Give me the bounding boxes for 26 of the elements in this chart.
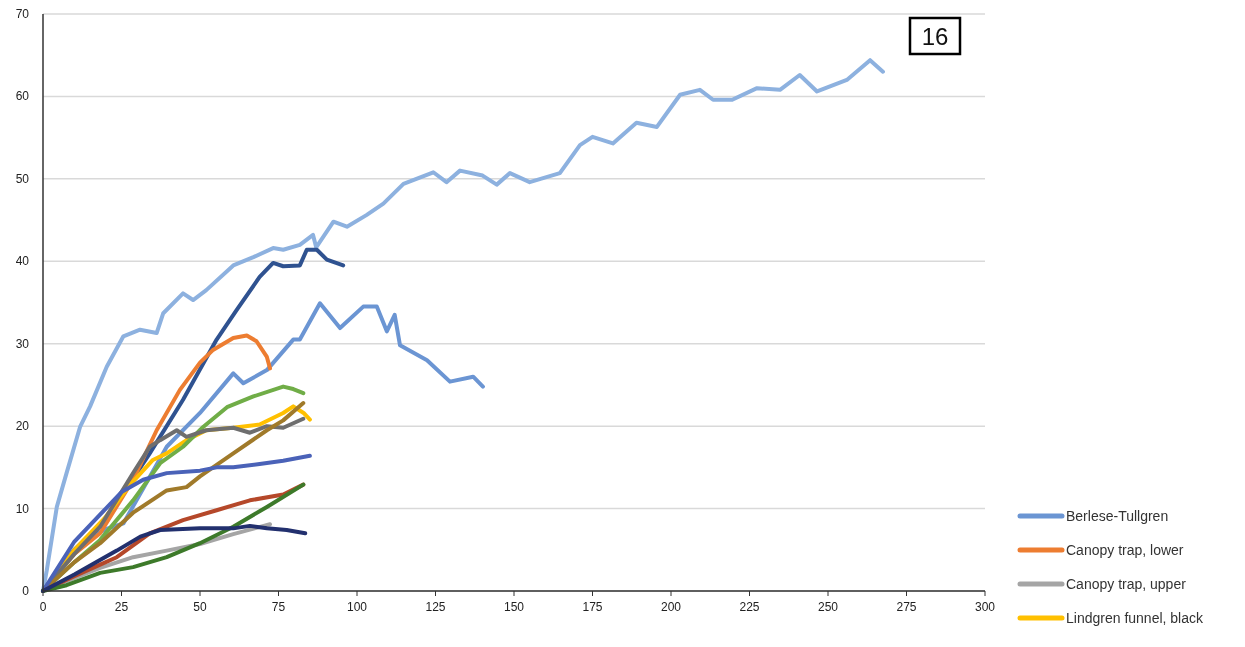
y-tick-label: 20 [15, 419, 30, 434]
x-tick-label: 75 [271, 600, 286, 614]
x-tick-label: 100 [346, 600, 368, 614]
x-tick-label: 125 [425, 600, 446, 614]
y-tick-label: 50 [15, 171, 30, 186]
x-tick-label: 200 [660, 600, 682, 614]
y-tick-label: 40 [15, 254, 30, 269]
x-tick-label: 150 [503, 600, 525, 614]
y-tick-label: 30 [15, 336, 30, 351]
x-tick-label: 50 [193, 600, 207, 614]
legend-label: Canopy trap, lower [1066, 542, 1184, 558]
x-tick-label: 225 [739, 600, 760, 614]
annotation: 16 [921, 23, 949, 50]
y-tick-label: 0 [22, 584, 30, 598]
legend-label: Lindgren funnel, black [1066, 610, 1204, 626]
y-tick-label: 60 [15, 89, 30, 104]
x-tick-label: 0 [39, 600, 47, 614]
y-tick-label: 70 [15, 7, 30, 21]
x-tick-label: 175 [582, 600, 603, 614]
x-tick-label: 250 [817, 600, 839, 614]
x-tick-label: 275 [896, 600, 917, 614]
x-tick-label: 25 [114, 600, 129, 614]
y-tick-label: 10 [15, 501, 30, 516]
legend-label: Canopy trap, upper [1066, 576, 1187, 592]
x-tick-label: 300 [974, 600, 996, 614]
legend-label: Berlese-Tullgren [1066, 508, 1169, 524]
